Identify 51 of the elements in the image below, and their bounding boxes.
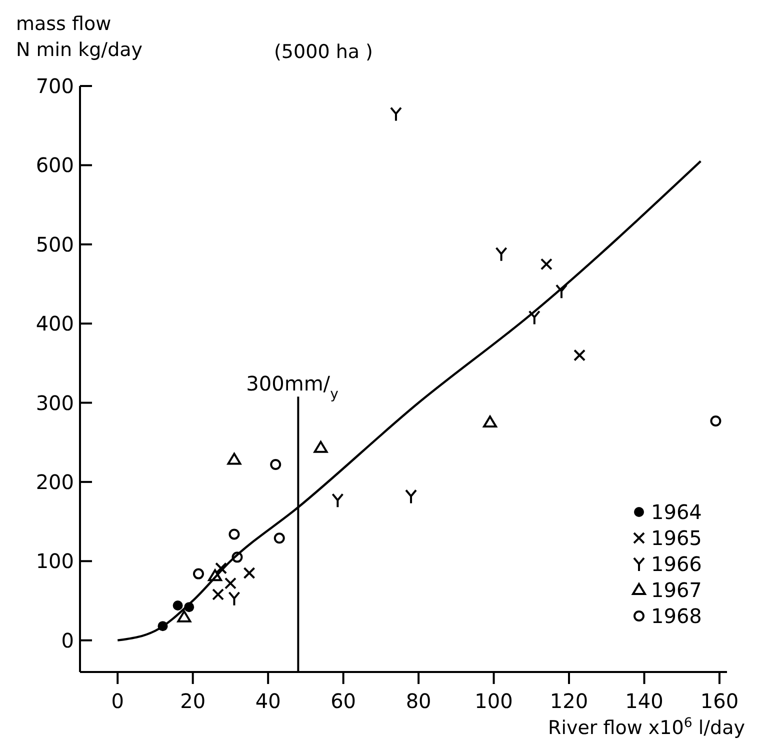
y-tick-label: 600	[36, 153, 74, 178]
x-tick-label: 60	[330, 689, 356, 713]
point	[270, 459, 282, 470]
y-tick-label: 300	[36, 390, 74, 415]
point	[215, 562, 228, 574]
chart-subtitle: (5000 ha )	[274, 41, 373, 63]
point	[232, 552, 243, 563]
point	[274, 532, 285, 544]
y-tick-label: 700	[36, 74, 74, 98]
x-tick-label: 160	[700, 689, 739, 713]
point	[172, 600, 183, 610]
point	[192, 568, 204, 580]
y-tick-label: 500	[36, 232, 74, 256]
point	[528, 310, 540, 326]
x-tick-label: 40	[255, 689, 281, 713]
point	[390, 106, 402, 122]
y-tick-label: 400	[36, 312, 74, 336]
x-tick-label: 140	[625, 689, 664, 713]
point	[405, 489, 418, 504]
x-tick-label: 100	[474, 689, 513, 713]
point	[227, 452, 242, 465]
legend-label: 1967	[651, 578, 702, 602]
x-tick-label: 80	[406, 689, 432, 713]
y-axis-title: mass flow N min kg/day	[16, 13, 143, 61]
legend-label: 1966	[651, 552, 702, 576]
x-tick-label: 120	[550, 689, 588, 713]
x-tick-label: 0	[111, 689, 124, 713]
point	[495, 246, 508, 262]
x-axis-title: River flow x10$^{6}$ l/day	[548, 716, 745, 739]
point	[574, 349, 586, 362]
y-tick-label: 200	[36, 470, 74, 494]
point	[483, 416, 498, 428]
point	[332, 493, 344, 508]
point	[540, 258, 552, 270]
ref-line-label: 300mm/$_{y}$	[246, 372, 338, 403]
point	[314, 440, 328, 453]
point	[710, 415, 722, 426]
point	[208, 569, 222, 582]
y-tick-label: 0	[61, 628, 74, 652]
x-tick-label: 20	[180, 689, 206, 713]
point	[228, 591, 240, 606]
legend-label: 1964	[651, 500, 702, 524]
point	[228, 528, 240, 540]
legend-label: 1965	[651, 526, 702, 550]
point	[177, 610, 192, 622]
point	[212, 588, 224, 600]
point	[243, 567, 256, 580]
legend-label: 1968	[651, 604, 702, 628]
point	[555, 284, 568, 300]
point	[224, 577, 236, 590]
y-tick-label: 100	[36, 549, 74, 574]
